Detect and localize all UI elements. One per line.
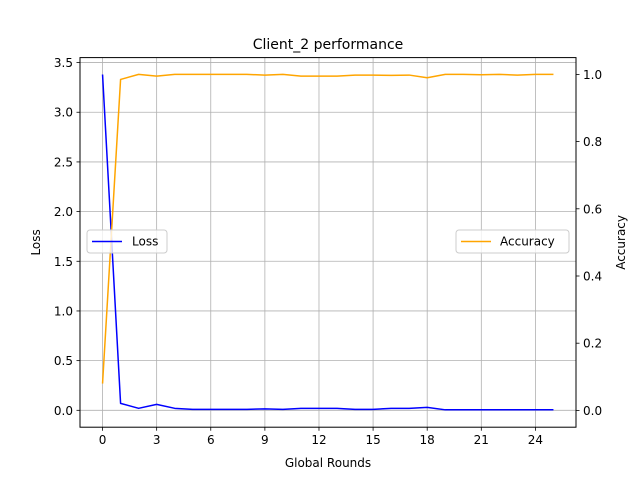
y-right-tick-label: 0.4 <box>583 270 602 284</box>
y-right-tick-label: 0.0 <box>583 404 602 418</box>
legend-accuracy-label: Accuracy <box>500 235 555 249</box>
legend-accuracy: Accuracy <box>455 229 570 254</box>
y-left-tick-label: 2.0 <box>54 205 73 219</box>
series-line-loss <box>101 74 554 411</box>
legend-loss-label: Loss <box>132 235 158 249</box>
y-axis-left: 0.0 0.5 1.0 1.5 2.0 2.5 3.0 3.5 <box>54 56 80 418</box>
y-right-tick-label: 0.6 <box>583 202 602 216</box>
x-tick-label: 15 <box>365 433 380 447</box>
y-left-tick-label: 0.5 <box>54 354 73 368</box>
y-left-tick-label: 0.0 <box>54 404 73 418</box>
chart-title: Client_2 performance <box>253 37 404 53</box>
x-axis-label: Global Rounds <box>285 456 371 470</box>
y-left-tick-label: 3.0 <box>54 106 73 120</box>
y-right-tick-label: 0.8 <box>583 135 602 149</box>
legend-accuracy-box <box>455 229 570 254</box>
y-left-tick-label: 1.5 <box>54 255 73 269</box>
series-lines <box>101 73 554 411</box>
x-tick-label: 9 <box>261 433 269 447</box>
plot-frame <box>79 57 577 428</box>
x-tick-label: 12 <box>311 433 326 447</box>
x-tick-label: 0 <box>99 433 107 447</box>
x-tick-label: 6 <box>207 433 215 447</box>
y-right-tick-label: 1.0 <box>583 68 602 82</box>
series-line-accuracy <box>101 73 554 384</box>
legend-loss-box <box>86 229 168 254</box>
x-axis: 0 3 6 9 12 15 18 21 24 <box>99 427 543 447</box>
y-left-tick-label: 2.5 <box>54 155 73 169</box>
y-right-tick-label: 0.2 <box>583 337 602 351</box>
x-tick-label: 18 <box>420 433 435 447</box>
legend-loss: Loss <box>86 229 168 254</box>
y-left-tick-label: 3.5 <box>54 56 73 70</box>
x-tick-label: 21 <box>474 433 489 447</box>
x-tick-label: 24 <box>528 433 543 447</box>
y-axis-left-label: Loss <box>29 229 43 255</box>
y-axis-right: 0.0 0.2 0.4 0.6 0.8 1.0 <box>576 68 602 418</box>
y-axis-right-label: Accuracy <box>614 215 628 270</box>
x-tick-label: 3 <box>153 433 161 447</box>
y-left-tick-label: 1.0 <box>54 304 73 318</box>
